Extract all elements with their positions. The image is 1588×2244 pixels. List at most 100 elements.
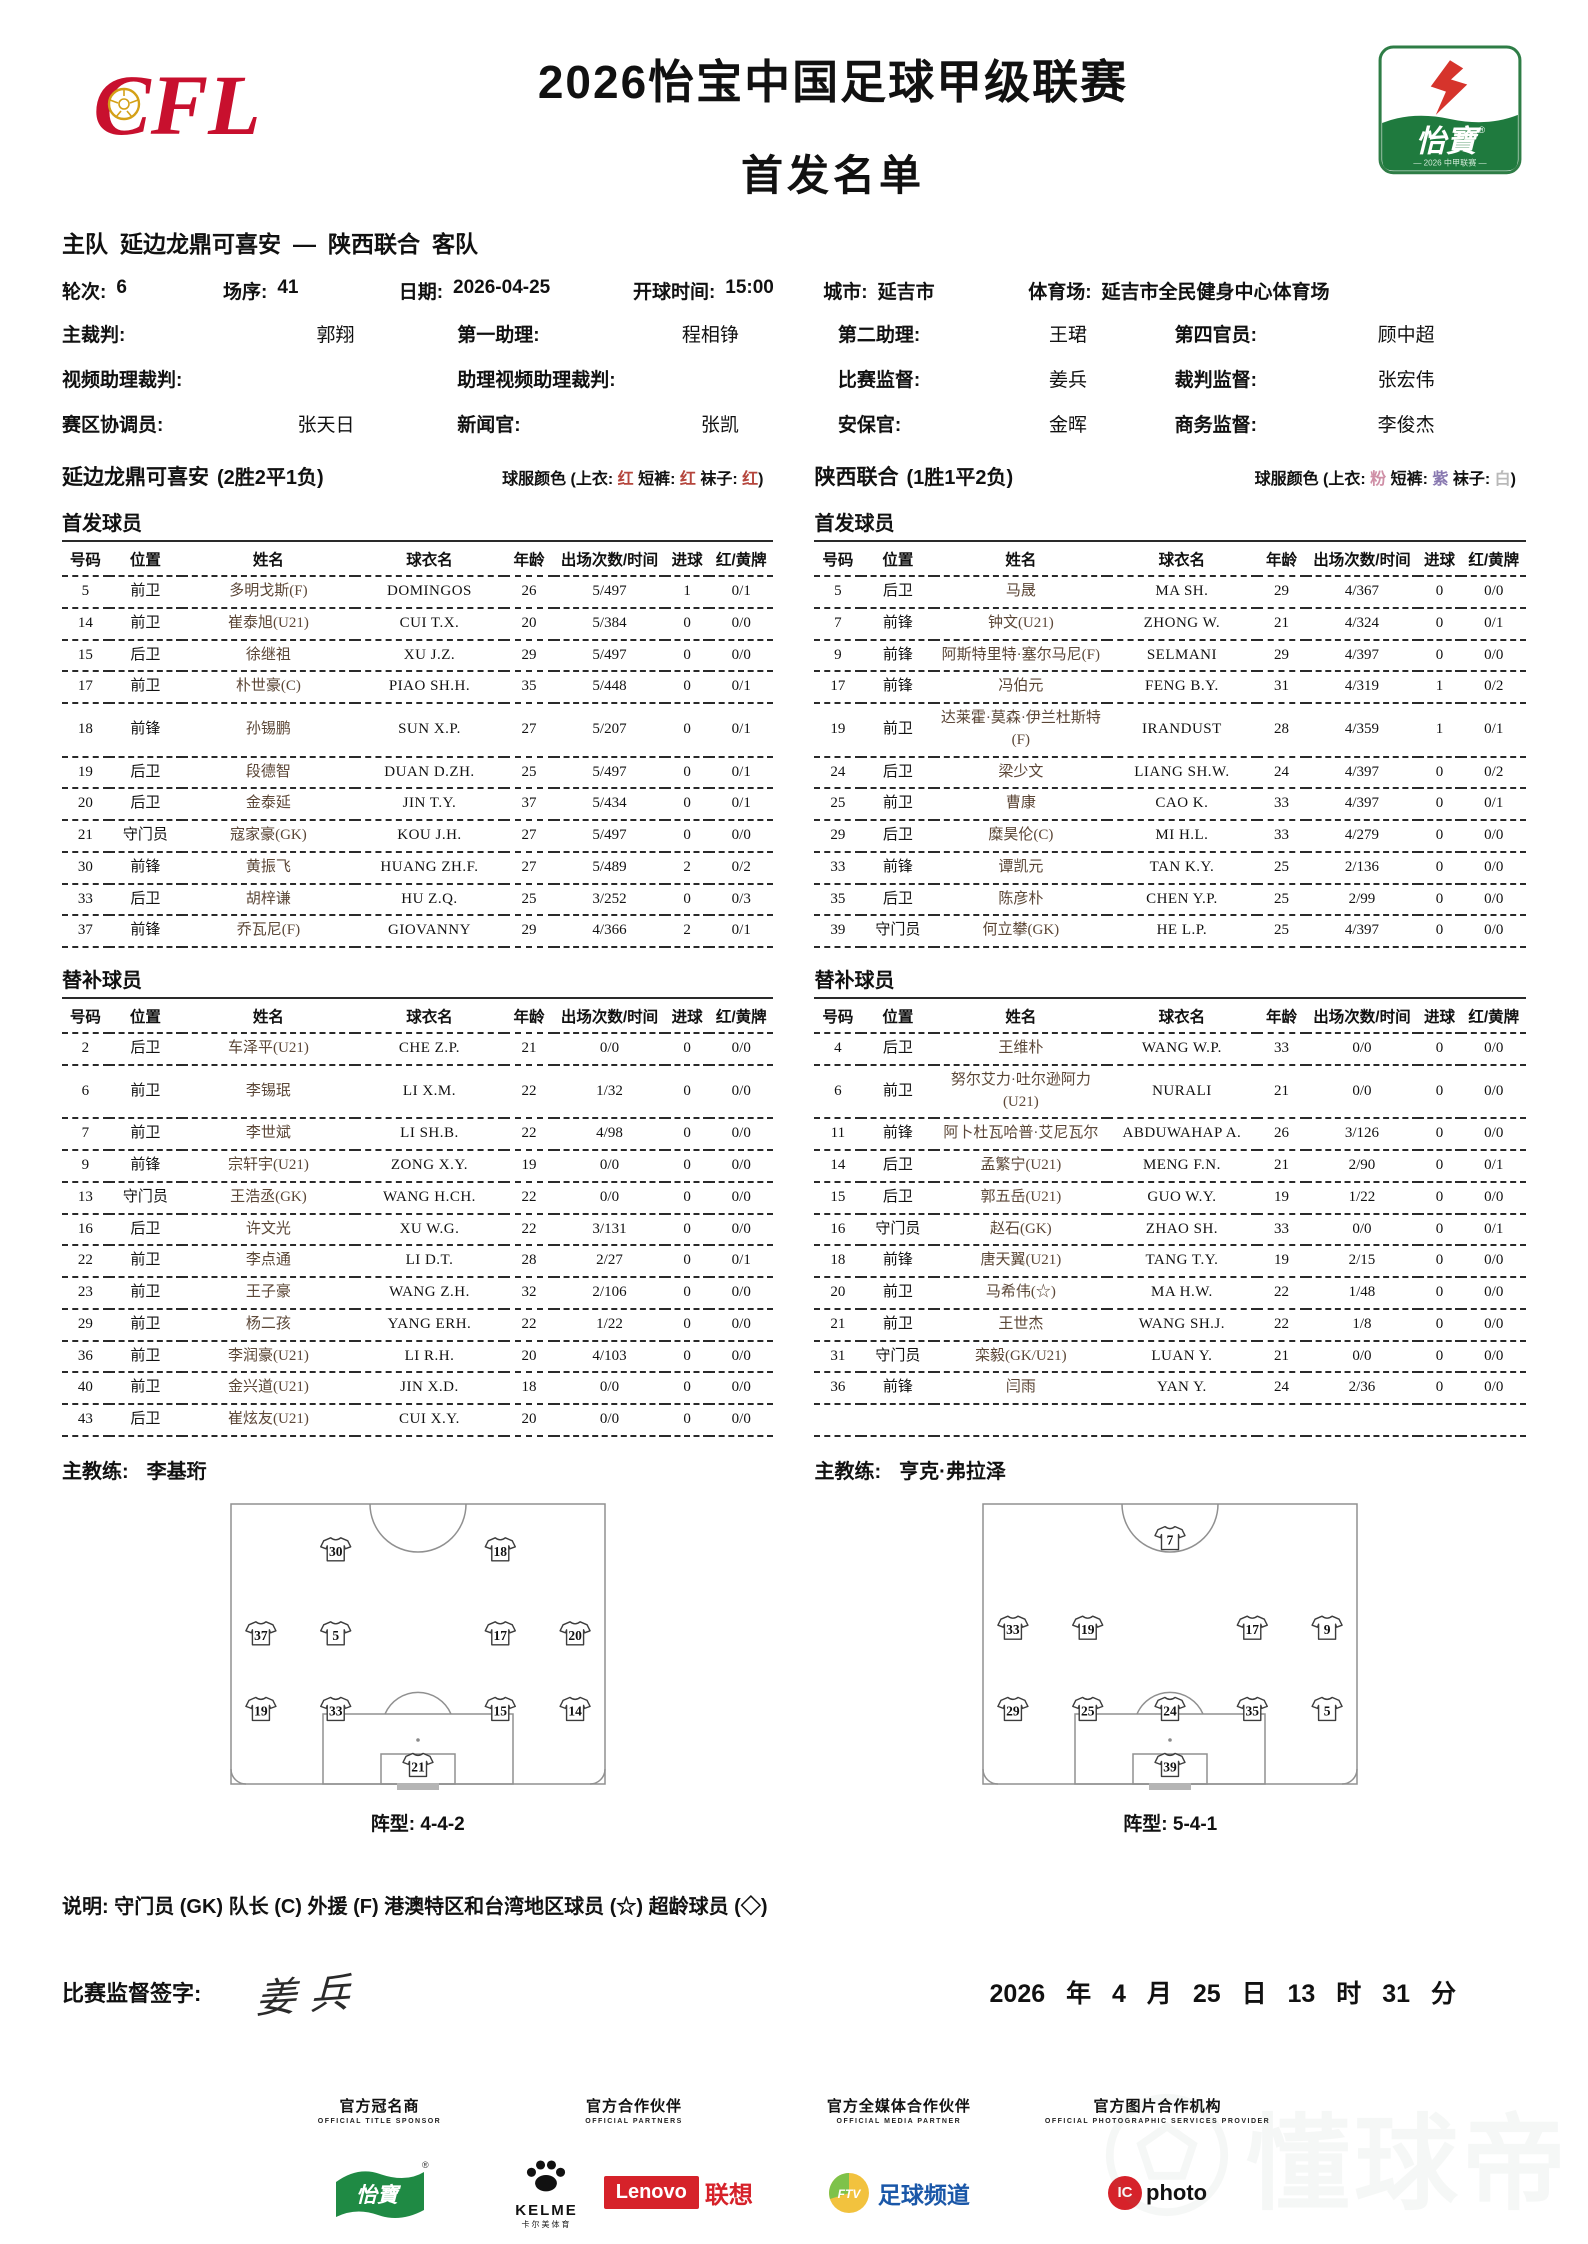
player-cell: LUAN Y. <box>1107 1340 1257 1374</box>
jersey-number: 18 <box>493 1544 507 1559</box>
player-cell: 前卫 <box>861 1308 935 1342</box>
table-spacer <box>773 1341 814 1373</box>
player-jersey-icon: 29 <box>997 1696 1029 1721</box>
player-cell: 0 <box>1417 639 1462 673</box>
player-cell: 宗轩宇(U21) <box>182 1150 355 1183</box>
column-header: 出场次数/时间 <box>553 540 666 577</box>
column-header: 姓名 <box>182 540 355 577</box>
column-header: 红/黄牌 <box>709 997 774 1034</box>
player-cell: 何立攀(GK) <box>934 915 1108 948</box>
player-cell: 前锋 <box>861 1118 935 1151</box>
away-team-title: 陕西联合 <box>814 466 899 489</box>
official-value: 王珺 <box>1049 325 1088 346</box>
player-cell: 0/0 <box>709 1340 774 1374</box>
player-cell: 0 <box>1417 1150 1462 1183</box>
player-cell <box>1256 1404 1307 1437</box>
player-cell: YAN Y. <box>1107 1372 1257 1405</box>
player-cell: 0/1 <box>709 756 774 790</box>
player-cell: TAN K.Y. <box>1107 851 1257 885</box>
kelme-logo: KELME 卡尔美体育 <box>515 2155 578 2230</box>
player-cell: 6 <box>62 1064 109 1120</box>
player-cell: 28 <box>1256 703 1307 758</box>
player-row: 23 前卫 王子豪 WANG Z.H. 32 2/106 0 0/0 20 前卫 马希伟(☆) MA … <box>62 1277 1526 1310</box>
legend-note: 说明: 守门员 (GK) 队长 (C) 外援 (F) 港澳特区和台湾地区球员 (… <box>62 1895 768 1918</box>
player-cell: 5/489 <box>553 851 666 885</box>
player-cell: 1/32 <box>553 1064 666 1120</box>
player-cell: 25 <box>504 883 554 917</box>
player-cell: 李润豪(U21) <box>182 1340 355 1374</box>
player-cell: 0/1 <box>709 671 774 704</box>
ftv-channel-logo: FTV 足球频道 <box>828 2172 970 2214</box>
player-row: 19 后卫 段德智 DUAN D.ZH. 25 5/497 0 0/1 24 后卫 梁少文 LIANG… <box>62 756 1526 790</box>
player-cell: 0/0 <box>1461 1340 1526 1374</box>
official-cell: 比赛监督: 姜兵 <box>838 365 1175 392</box>
player-cell: 5/384 <box>553 607 666 641</box>
player-cell: 前卫 <box>861 788 935 821</box>
subs-table: 号码 位置 姓名 球衣名 年龄 出场次数/时间 进球 红/黄牌 号码 位置 姓名 球衣名 年龄 出场次数/… <box>62 997 1526 1437</box>
player-cell: 31 <box>814 1340 862 1374</box>
player-cell: 守门员 <box>861 1213 935 1247</box>
player-cell: 26 <box>1256 1118 1307 1151</box>
away-coach: 主教练: 亨克·弗拉泽 <box>815 1455 1527 1484</box>
home-subs-label: 替补球员 <box>62 970 142 992</box>
player-cell: 0/0 <box>1461 1064 1526 1120</box>
player-row: 29 前卫 杨二孩 YANG ERH. 22 1/22 0 0/0 21 前卫 王世杰 WANG SH… <box>62 1308 1526 1342</box>
player-cell: WANG H.CH. <box>354 1181 505 1215</box>
column-header: 出场次数/时间 <box>553 997 666 1034</box>
column-header: 进球 <box>1417 540 1462 577</box>
player-cell: 3/126 <box>1306 1118 1418 1151</box>
table-spacer <box>773 1065 814 1119</box>
player-cell: 0/0 <box>553 1150 666 1183</box>
column-header: 年龄 <box>504 997 554 1034</box>
player-cell: 25 <box>814 788 862 821</box>
player-row: 40 前卫 金兴道(U21) JIN X.D. 18 0/0 0 0/0 36 前锋 闫雨 YAN Y… <box>62 1372 1526 1405</box>
yibao-badge-mark-icon <box>1430 60 1468 115</box>
player-cell: 0 <box>1417 1064 1462 1120</box>
player-cell: 1/8 <box>1306 1308 1418 1342</box>
player-cell: 李点通 <box>182 1245 355 1278</box>
penalty-spot <box>1168 1737 1173 1742</box>
player-cell: 32 <box>504 1277 554 1310</box>
player-cell: MI H.L. <box>1107 820 1257 853</box>
player-cell: DUAN D.ZH. <box>354 756 505 790</box>
player-cell: 前卫 <box>108 607 183 641</box>
player-cell: 0 <box>665 1277 710 1310</box>
player-cell: LI SH.B. <box>354 1118 505 1151</box>
kit-part: ) <box>758 471 764 488</box>
player-cell: 徐继祖 <box>182 639 355 673</box>
official-label: 比赛监督: <box>837 370 921 391</box>
player-cell: 0 <box>1417 1372 1462 1405</box>
yibao-sponsor-badge: 怡寶 ® — 2026 中甲联赛 — <box>1378 45 1522 175</box>
player-cell: 0/0 <box>1306 1064 1418 1120</box>
player-cell: 守门员 <box>108 820 183 853</box>
player-cell: 36 <box>814 1372 862 1405</box>
player-cell: JIN T.Y. <box>354 788 505 821</box>
player-cell: 20 <box>504 1404 554 1437</box>
pitch-svg: 7 33 19 17 9 29 25 24 35 5 39 <box>982 1503 1358 1790</box>
player-cell: 0/2 <box>1461 756 1526 790</box>
jersey-number: 25 <box>1081 1703 1095 1718</box>
jersey-number: 21 <box>411 1759 425 1774</box>
player-cell: HUANG ZH.F. <box>354 851 505 885</box>
player-row: 14 前卫 崔泰旭(U21) CUI T.X. 20 5/384 0 0/0 7 前锋 钟文(U21… <box>62 607 1526 641</box>
player-cell: 4/367 <box>1306 576 1418 609</box>
jersey-number: 17 <box>493 1628 507 1643</box>
info-value: 15:00 <box>725 277 774 298</box>
column-header: 球衣名 <box>1107 997 1257 1034</box>
player-cell: 4 <box>814 1033 862 1066</box>
player-cell <box>1417 1404 1462 1437</box>
player-cell: 0/1 <box>1461 607 1526 641</box>
player-cell: 0 <box>665 1033 710 1066</box>
player-cell: 0/0 <box>1461 1245 1526 1278</box>
info-value: 延吉市全民健身中心体育场 <box>1101 282 1330 303</box>
jersey-number: 14 <box>568 1703 582 1718</box>
player-cell: JIN X.D. <box>354 1372 505 1405</box>
player-cell: 4/324 <box>1306 607 1418 641</box>
home-team-name: 延边龙鼎可喜安 <box>120 231 281 257</box>
player-cell: 0 <box>1417 820 1462 853</box>
player-cell: 0/1 <box>709 703 774 758</box>
player-cell: 5/434 <box>553 788 666 821</box>
player-cell: 2/106 <box>553 1277 666 1310</box>
home-starters-label: 首发球员 <box>62 513 142 535</box>
table-spacer <box>773 541 814 576</box>
